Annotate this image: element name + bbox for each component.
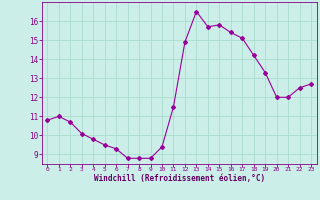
X-axis label: Windchill (Refroidissement éolien,°C): Windchill (Refroidissement éolien,°C) bbox=[94, 174, 265, 183]
